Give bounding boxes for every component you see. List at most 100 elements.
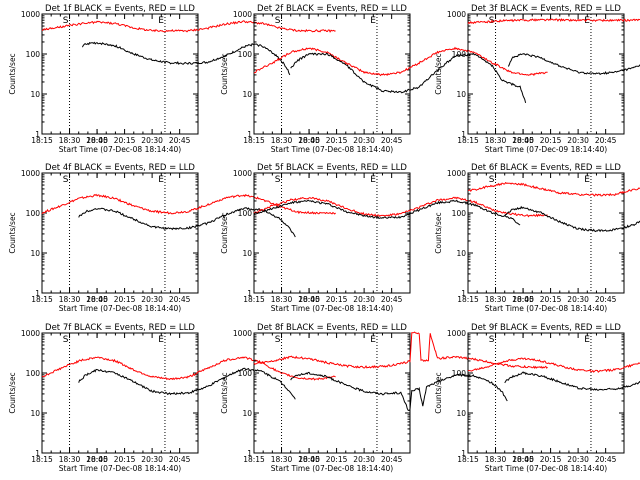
series-line-events: [507, 53, 640, 76]
y-tick-label: 1: [461, 130, 466, 139]
plot-frame: [41, 172, 199, 294]
chart-panel-8: Det 8f BLACK = Events, RED = LLD 1 10 100 10…: [220, 323, 548, 473]
series-line-lld: [467, 18, 640, 25]
marker-label: E: [158, 175, 164, 185]
series-line-events: [290, 371, 508, 411]
x-tick-label: 18:45: [86, 295, 108, 304]
y-tick-label: 10: [456, 409, 466, 418]
x-tick-label: 18:45: [86, 455, 108, 464]
x-tick-label: 20:00: [298, 295, 320, 304]
chart-title: Det 2f BLACK = Events, RED = LLD: [257, 4, 407, 14]
x-tick-label: 20:45: [381, 455, 403, 464]
x-tick-label: 18:30: [271, 295, 293, 304]
x-tick-label: 20:15: [540, 455, 562, 464]
chart-title: Det 5f BLACK = Events, RED = LLD: [257, 163, 407, 173]
x-axis-label: Start Time (07-Dec-08 18:14:40): [271, 464, 393, 473]
y-tick-label: 100: [26, 50, 41, 59]
x-tick-label: 20:15: [326, 295, 348, 304]
y-axis-label: Counts/sec: [220, 212, 229, 253]
y-tick-label: 10: [242, 249, 252, 258]
chart-title: Det 1f BLACK = Events, RED = LLD: [45, 4, 195, 14]
marker-label: E: [158, 16, 164, 26]
x-axis-label: Start Time (07-Dec-08 18:14:40): [485, 304, 607, 313]
y-tick-label: 10: [30, 249, 40, 258]
x-tick-label: 18:15: [243, 295, 265, 304]
marker-label: S: [275, 335, 281, 345]
x-axis-label: Start Time (07-Dec-08 18:14:40): [271, 145, 393, 154]
plot-frame: [41, 13, 199, 135]
y-tick-label: 10: [456, 90, 466, 99]
x-tick-label: 18:30: [485, 455, 507, 464]
y-tick-label: 10: [30, 90, 40, 99]
y-tick-label: 100: [238, 369, 253, 378]
x-tick-label: 20:00: [298, 455, 320, 464]
y-tick-label: 1000: [233, 329, 252, 338]
marker-label: S: [489, 175, 495, 185]
x-tick-label: 20:00: [86, 136, 108, 145]
y-tick-label: 100: [238, 209, 253, 218]
x-tick-label: 20:30: [353, 455, 375, 464]
x-tick-label: 20:45: [595, 295, 617, 304]
plot-frame: [253, 13, 411, 135]
x-tick-label: 20:15: [114, 136, 136, 145]
plot-frame: [467, 13, 625, 135]
plot-frame: [467, 332, 625, 454]
x-tick-label: 18:15: [31, 295, 53, 304]
x-tick-label: 18:30: [59, 136, 81, 145]
x-tick-label: 20:15: [540, 295, 562, 304]
x-tick-label: 20:45: [169, 136, 191, 145]
x-tick-label: 20:30: [353, 136, 375, 145]
x-tick-label: 20:30: [353, 295, 375, 304]
chart-title: Det 9f BLACK = Events, RED = LLD: [471, 323, 621, 333]
chart-title: Det 8f BLACK = Events, RED = LLD: [257, 323, 407, 333]
x-tick-label: 20:45: [381, 136, 403, 145]
x-axis-label: Start Time (07-Dec-08 18:14:40): [485, 464, 607, 473]
y-tick-label: 100: [26, 209, 41, 218]
y-tick-label: 10: [30, 409, 40, 418]
chart-panel-3: Det 3f BLACK = Events, RED = LLD 1 10 100 10…: [434, 4, 640, 154]
y-tick-label: 1: [461, 289, 466, 298]
y-tick-label: 1: [35, 449, 40, 458]
plot-frame: [253, 332, 411, 454]
y-tick-label: 10: [242, 409, 252, 418]
x-tick-label: 20:15: [114, 455, 136, 464]
series-line-lld: [253, 331, 548, 370]
x-tick-label: 20:30: [141, 455, 163, 464]
chart-panel-5: Det 5f BLACK = Events, RED = LLD 1 10 100 10…: [220, 163, 548, 313]
x-axis-label: Start Time (07-Dec-09 18:14:40): [485, 145, 607, 154]
x-tick-label: 18:45: [512, 136, 534, 145]
x-tick-label: 20:00: [86, 295, 108, 304]
chart-title: Det 4f BLACK = Events, RED = LLD: [45, 163, 195, 173]
y-axis-label: Counts/sec: [220, 372, 229, 413]
x-tick-label: 20:45: [595, 136, 617, 145]
marker-label: E: [584, 175, 590, 185]
x-axis-label: Start Time (07-Dec-08 18:14:40): [59, 464, 181, 473]
x-tick-label: 20:00: [298, 136, 320, 145]
y-tick-label: 100: [26, 369, 41, 378]
y-axis-label: Counts/sec: [434, 53, 443, 94]
chart-panel-6: Det 6f BLACK = Events, RED = LLD 1 10 100 10…: [434, 163, 640, 313]
series-line-events: [504, 205, 640, 233]
marker-label: E: [370, 175, 376, 185]
y-tick-label: 1: [461, 449, 466, 458]
y-tick-label: 1: [247, 449, 252, 458]
x-tick-label: 20:00: [512, 455, 534, 464]
series-line-lld: [41, 20, 336, 33]
series-line-events: [504, 371, 640, 391]
y-tick-label: 1000: [447, 329, 466, 338]
chart-panel-9: Det 9f BLACK = Events, RED = LLD 1 10 100 10…: [434, 323, 640, 473]
x-tick-label: 18:15: [457, 136, 479, 145]
y-tick-label: 100: [238, 50, 253, 59]
y-axis-label: Counts/sec: [434, 212, 443, 253]
x-tick-label: 20:30: [567, 295, 589, 304]
chart-title: Det 7f BLACK = Events, RED = LLD: [45, 323, 195, 333]
chart-title: Det 3f BLACK = Events, RED = LLD: [471, 4, 621, 14]
x-tick-label: 18:30: [485, 136, 507, 145]
y-tick-label: 1000: [21, 329, 40, 338]
x-tick-label: 18:45: [512, 455, 534, 464]
y-tick-label: 100: [452, 209, 467, 218]
y-axis-label: Counts/sec: [220, 53, 229, 94]
y-axis-label: Counts/sec: [8, 53, 17, 94]
y-tick-label: 1000: [447, 10, 466, 19]
